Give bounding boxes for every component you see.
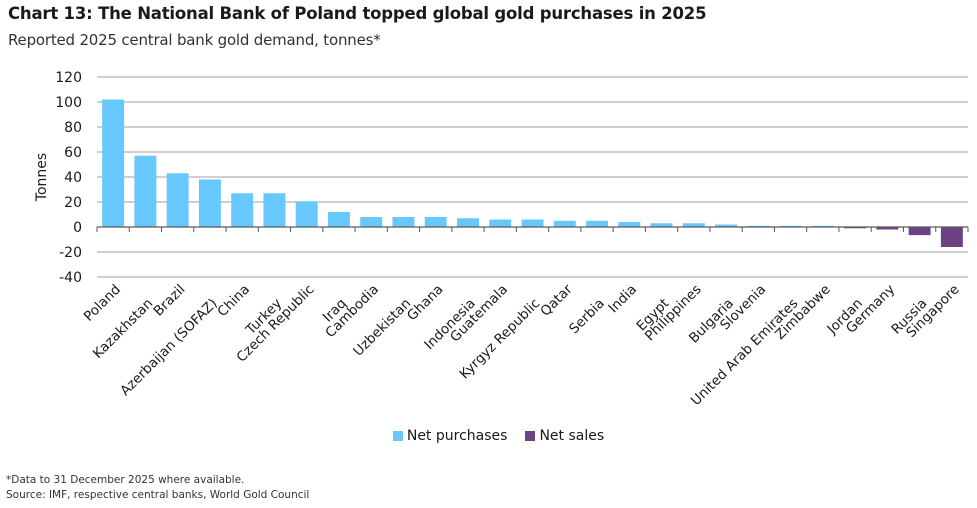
bar-jordan bbox=[844, 227, 867, 229]
footnote-note: *Data to 31 December 2025 where availabl… bbox=[6, 474, 245, 486]
legend: Net purchases Net sales bbox=[0, 428, 977, 444]
y-tick-label: -20 bbox=[59, 245, 82, 261]
bar-ghana bbox=[424, 217, 447, 227]
bar-cambodia bbox=[360, 217, 383, 227]
x-axis bbox=[96, 226, 969, 232]
net-purchases-swatch bbox=[392, 431, 403, 441]
x-tick-label: India bbox=[605, 282, 640, 317]
x-tick-label: Brazil bbox=[151, 282, 189, 320]
bar-russia bbox=[908, 227, 931, 236]
bar-united-arab-emirates bbox=[779, 225, 802, 227]
y-tick-label: -40 bbox=[59, 270, 82, 286]
bar-slovenia bbox=[747, 225, 770, 227]
bar-poland bbox=[102, 99, 125, 227]
chart-title: Chart 13: The National Bank of Poland to… bbox=[8, 4, 707, 23]
bars bbox=[102, 99, 963, 247]
y-axis-label: Tonnes bbox=[34, 153, 50, 202]
y-tick-label: 0 bbox=[73, 220, 82, 236]
bar-azerbaijan-sofaz bbox=[198, 179, 221, 227]
bar-germany bbox=[876, 227, 899, 230]
y-tick-label: 60 bbox=[64, 145, 82, 161]
footnote-source: Source: IMF, respective central banks, W… bbox=[6, 489, 310, 501]
x-tick-label: Poland bbox=[81, 282, 124, 325]
bar-philippines bbox=[682, 223, 705, 227]
y-tick-label: 80 bbox=[64, 120, 82, 136]
x-tick-label: Serbia bbox=[566, 296, 608, 338]
legend-item-net-purchases: Net purchases bbox=[392, 428, 508, 444]
y-tick-label: 120 bbox=[55, 70, 82, 86]
x-tick-label: Qatar bbox=[537, 281, 576, 320]
bar-bulgaria bbox=[715, 224, 738, 227]
net-sales-swatch bbox=[525, 431, 536, 441]
bar-singapore bbox=[940, 227, 963, 247]
bar-india bbox=[618, 222, 641, 227]
bar-turkey bbox=[263, 193, 286, 227]
bar-serbia bbox=[586, 220, 608, 227]
y-tick-label: 20 bbox=[64, 195, 82, 211]
bar-kyrgyz-republic bbox=[521, 219, 544, 227]
chart-subtitle: Reported 2025 central bank gold demand, … bbox=[8, 31, 381, 49]
bar-czech-republic bbox=[295, 201, 318, 227]
legend-item-net-sales: Net sales bbox=[525, 428, 604, 444]
bar-guatemala bbox=[489, 219, 512, 227]
bar-iraq bbox=[327, 212, 350, 227]
footnote: *Data to 31 December 2025 where availabl… bbox=[6, 473, 309, 503]
bar-egypt bbox=[650, 223, 673, 227]
x-tick-label: Ghana bbox=[404, 282, 447, 325]
y-axis-ticks: -40 -20 0 20 40 60 80 100 120 bbox=[55, 70, 82, 286]
bar-china bbox=[231, 193, 254, 227]
legend-label-net-purchases: Net purchases bbox=[406, 428, 508, 444]
x-tick-label: China bbox=[214, 282, 253, 321]
bar-qatar bbox=[553, 220, 576, 227]
y-tick-label: 100 bbox=[55, 95, 82, 111]
y-tick-label: 40 bbox=[64, 170, 82, 186]
bar-zimbabwe bbox=[811, 225, 834, 227]
gridlines bbox=[97, 76, 968, 278]
bar-indonesia bbox=[457, 218, 479, 227]
bar-brazil bbox=[166, 173, 189, 227]
bar-kazakhstan bbox=[134, 155, 157, 227]
legend-label-net-sales: Net sales bbox=[539, 428, 605, 444]
bar-uzbekistan bbox=[392, 217, 415, 227]
